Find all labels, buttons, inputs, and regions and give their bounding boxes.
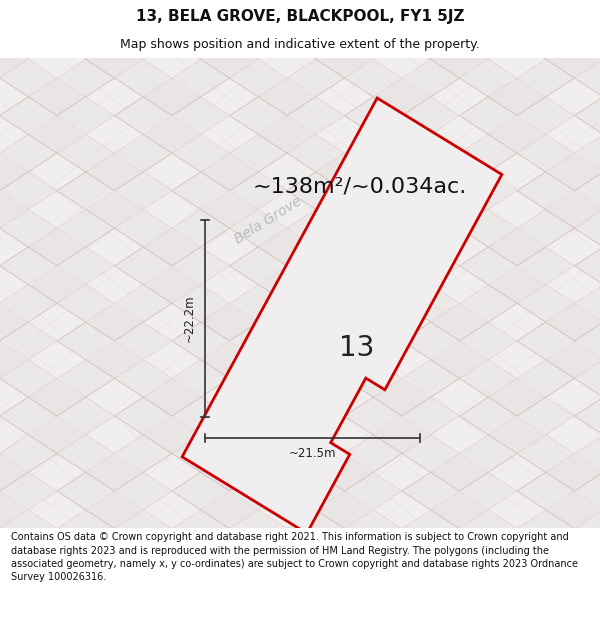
Text: Map shows position and indicative extent of the property.: Map shows position and indicative extent… [120,38,480,51]
Polygon shape [344,341,575,491]
Polygon shape [57,266,287,416]
Polygon shape [57,116,287,266]
Polygon shape [0,341,229,491]
Polygon shape [0,0,115,41]
Polygon shape [0,266,172,416]
Polygon shape [172,416,402,566]
Polygon shape [172,116,402,266]
Polygon shape [0,341,115,491]
Polygon shape [575,0,600,41]
Polygon shape [0,41,115,191]
Polygon shape [517,0,600,116]
Polygon shape [402,266,600,416]
Text: ~22.2m: ~22.2m [182,294,196,342]
Polygon shape [115,191,344,341]
Polygon shape [0,41,229,191]
Polygon shape [0,491,229,625]
Polygon shape [460,0,600,41]
Polygon shape [344,491,575,625]
Polygon shape [517,266,600,416]
Polygon shape [344,191,575,341]
Polygon shape [0,416,57,566]
Polygon shape [575,191,600,341]
Polygon shape [0,0,172,116]
Text: 13: 13 [340,334,374,361]
Polygon shape [172,266,402,416]
Polygon shape [460,41,600,191]
Polygon shape [460,491,600,625]
Polygon shape [0,416,172,566]
Polygon shape [115,41,344,191]
Polygon shape [115,0,344,41]
Polygon shape [287,266,517,416]
Polygon shape [229,191,460,341]
Polygon shape [229,0,460,41]
Text: Bela Grove: Bela Grove [232,194,304,246]
Polygon shape [0,116,57,266]
Text: Contains OS data © Crown copyright and database right 2021. This information is : Contains OS data © Crown copyright and d… [11,532,578,582]
Polygon shape [402,416,600,566]
Polygon shape [287,416,517,566]
Polygon shape [575,41,600,191]
Polygon shape [0,0,57,116]
Polygon shape [517,116,600,266]
Polygon shape [0,491,115,625]
Polygon shape [517,416,600,566]
Polygon shape [0,0,229,41]
Polygon shape [460,191,600,341]
Polygon shape [57,416,287,566]
Polygon shape [182,98,502,533]
Polygon shape [0,116,172,266]
Polygon shape [287,0,517,116]
Text: ~138m²/~0.034ac.: ~138m²/~0.034ac. [253,176,467,196]
Polygon shape [229,41,460,191]
Polygon shape [344,0,575,41]
Polygon shape [57,0,287,116]
Polygon shape [229,341,460,491]
Text: 13, BELA GROVE, BLACKPOOL, FY1 5JZ: 13, BELA GROVE, BLACKPOOL, FY1 5JZ [136,9,464,24]
Polygon shape [460,341,600,491]
Polygon shape [0,266,57,416]
Polygon shape [402,0,600,116]
Polygon shape [402,116,600,266]
Polygon shape [0,191,115,341]
Polygon shape [287,116,517,266]
Polygon shape [575,491,600,625]
Polygon shape [344,41,575,191]
Text: ~21.5m: ~21.5m [289,448,336,461]
Polygon shape [115,341,344,491]
Polygon shape [229,491,460,625]
Polygon shape [172,0,402,116]
Polygon shape [115,491,344,625]
Polygon shape [575,341,600,491]
Polygon shape [0,191,229,341]
